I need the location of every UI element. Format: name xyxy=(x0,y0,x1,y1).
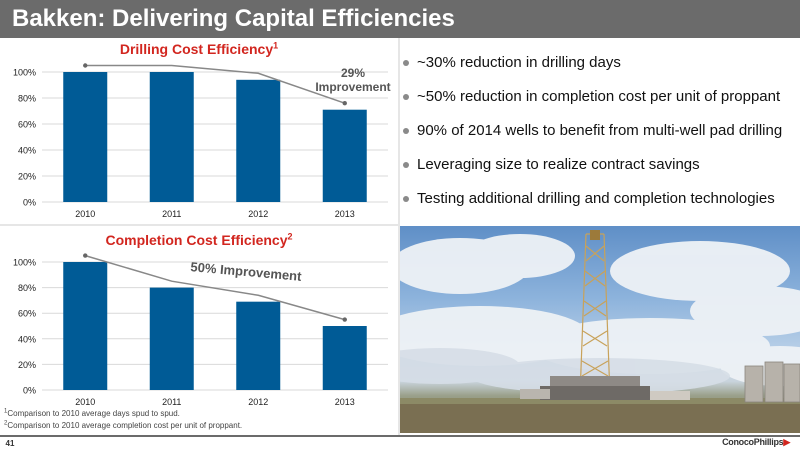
completion-chart-title-sup: 2 xyxy=(287,231,293,242)
footnote-1-sup: 1 xyxy=(4,408,8,415)
drilling-ytick-label: 20% xyxy=(18,172,36,182)
drilling-improvement-word: Improvement xyxy=(315,80,391,94)
completion-trend-line xyxy=(85,254,345,321)
footnote-2: 2Comparison to 2010 average completion c… xyxy=(4,420,242,432)
drilling-xtick-label: 2013 xyxy=(335,209,355,219)
bullet-text: Leveraging size to realize contract savi… xyxy=(417,156,700,173)
completion-xtick-label: 2013 xyxy=(335,397,355,407)
drilling-ytick-label: 60% xyxy=(18,120,36,130)
completion-bar xyxy=(322,326,367,390)
bullet-dot-icon xyxy=(403,60,409,66)
footnotes: 1Comparison to 2010 average days spud to… xyxy=(4,408,242,432)
bullet-list: ~30% reduction in drilling days ~50% red… xyxy=(402,40,798,210)
bullet-item: Testing additional drilling and completi… xyxy=(402,187,798,210)
completion-ytick-label: 100% xyxy=(13,258,36,268)
completion-trend-point xyxy=(83,253,88,258)
completion-ytick-label: 40% xyxy=(18,334,36,344)
bullet-dot-icon xyxy=(403,94,409,100)
drilling-rig-photo xyxy=(400,226,800,433)
drilling-ytick-label: 100% xyxy=(13,68,36,78)
bullet-text: ~30% reduction in drilling days xyxy=(417,54,621,71)
title-bar: Bakken: Delivering Capital Efficiencies xyxy=(0,0,800,38)
drilling-chart-title-text: Drilling Cost Efficiency xyxy=(119,41,274,57)
completion-trend-point xyxy=(342,317,347,322)
drilling-trend-line xyxy=(85,64,345,104)
completion-bar xyxy=(63,262,108,390)
drilling-ytick-label: 0% xyxy=(23,198,36,208)
bullet-item: ~30% reduction in drilling days xyxy=(402,51,798,74)
drilling-chart-title: Drilling Cost Efficiency1 xyxy=(0,41,398,57)
drilling-trend-point xyxy=(342,101,347,106)
bullet-item: 90% of 2014 wells to benefit from multi-… xyxy=(402,119,798,142)
bullet-dot-icon xyxy=(403,128,409,134)
footnote-2-text: Comparison to 2010 average completion co… xyxy=(7,421,243,430)
completion-chart-panel: Completion Cost Efficiency2 0% 20% 40% 60% 8… xyxy=(0,226,398,436)
bullet-item: Leveraging size to realize contract savi… xyxy=(402,153,798,176)
footnote-1-text: Comparison to 2010 average days spud to … xyxy=(7,409,180,418)
drilling-chart: 0% 20% 40% 60% 80% 100% 2010 2011 2012 2013 xyxy=(13,63,388,219)
drilling-trend-point xyxy=(83,63,88,68)
drilling-xtick-label: 2012 xyxy=(248,209,268,219)
drilling-ytick-label: 40% xyxy=(18,146,36,156)
page-title: Bakken: Delivering Capital Efficiencies xyxy=(12,5,455,32)
bottom-bar xyxy=(0,435,800,450)
completion-xtick-label: 2012 xyxy=(248,397,268,407)
bullet-text: ~50% reduction in completion cost per un… xyxy=(417,88,781,105)
bullet-dot-icon xyxy=(403,196,409,202)
drilling-chart-title-sup: 1 xyxy=(273,40,279,51)
footnote-1: 1Comparison to 2010 average days spud to… xyxy=(4,408,242,420)
completion-xtick-label: 2011 xyxy=(162,397,181,407)
drilling-bar xyxy=(322,109,367,202)
brand-name: ConocoPhillips xyxy=(722,437,784,447)
drilling-chart-panel: Drilling Cost Efficiency1 0% 20% 40% 60% 80%… xyxy=(0,38,398,225)
drilling-xtick-label: 2011 xyxy=(162,209,181,219)
chart-divider xyxy=(0,224,398,226)
bullet-dot-icon xyxy=(403,162,409,168)
drilling-improvement-label: 29% Improvement xyxy=(310,66,396,94)
bullet-text: 90% of 2014 wells to benefit from multi-… xyxy=(417,122,783,139)
page-number: 41 xyxy=(0,437,20,450)
completion-chart-title: Completion Cost Efficiency2 xyxy=(0,232,398,248)
drilling-bar xyxy=(149,72,194,202)
drilling-bar xyxy=(63,72,108,202)
completion-ytick-label: 60% xyxy=(18,309,36,319)
completion-ytick-label: 80% xyxy=(18,283,36,293)
brand-logo: ConocoPhillips▶ xyxy=(722,437,790,448)
bullet-item: ~50% reduction in completion cost per un… xyxy=(402,85,798,108)
vertical-divider xyxy=(398,38,400,436)
drilling-bar xyxy=(236,79,281,202)
conocophillips-logo-icon: ▶ xyxy=(783,437,790,447)
completion-bar xyxy=(236,301,281,390)
footnote-2-sup: 2 xyxy=(4,420,8,427)
completion-chart-title-text: Completion Cost Efficiency xyxy=(105,232,288,248)
bullet-text: Testing additional drilling and completi… xyxy=(417,190,775,207)
drilling-improvement-pct: 29% xyxy=(340,66,366,80)
drilling-rig-illustration xyxy=(400,230,800,433)
completion-xtick-label: 2010 xyxy=(75,397,95,407)
completion-chart: 0% 20% 40% 60% 80% 100% 2010 2011 2012 2013 xyxy=(13,253,388,407)
completion-ytick-label: 0% xyxy=(23,386,36,396)
drilling-ytick-label: 80% xyxy=(18,94,36,104)
drilling-xtick-label: 2010 xyxy=(75,209,95,219)
completion-ytick-label: 20% xyxy=(18,360,36,370)
completion-bar xyxy=(149,287,194,390)
